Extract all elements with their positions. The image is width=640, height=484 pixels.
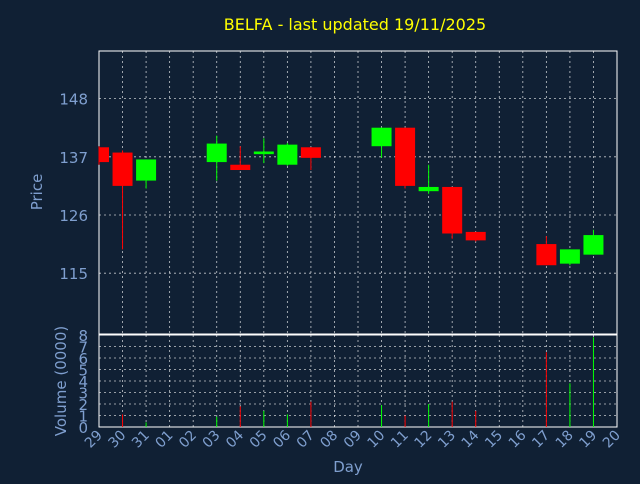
candle-body [559,249,580,264]
price-tick-label: 148 [59,91,88,109]
day-tick-label: 14 [459,427,483,451]
price-tick-label: 115 [59,265,88,283]
candle-body [206,143,227,163]
candle-body [112,152,133,186]
day-tick-label: 05 [247,428,271,452]
day-tick-label: 19 [576,428,600,452]
chart-title: BELFA - last updated 19/11/2025 [224,15,486,34]
day-tick-label: 12 [412,428,436,452]
volume-tick-label: 4 [78,373,88,391]
candle-body [99,147,109,163]
day-tick-label: 06 [270,427,294,451]
candle-body [442,186,463,234]
day-tick-label: 17 [529,428,553,452]
volume-tick-label: 0 [78,419,88,437]
candle-body [136,159,157,181]
day-tick-label: 13 [435,428,459,452]
price-axis-label: Price [28,174,46,211]
volume-tick-label: 1 [78,408,88,426]
day-tick-label: 07 [294,428,318,452]
volume-tick-label: 5 [78,362,88,380]
candle-body [583,235,604,255]
volume-axis-label: Volume (0000) [52,326,70,436]
day-tick-label: 10 [364,428,388,452]
candle-body [371,127,392,147]
day-tick-label: 15 [482,428,506,452]
volume-tick-label: 2 [78,396,88,414]
day-tick-label: 11 [388,428,412,452]
candle-body [395,127,416,186]
volume-tick-label: 8 [78,327,88,345]
candle-body [277,144,298,165]
volume-tick-label: 7 [78,339,88,357]
candle-body [465,231,486,241]
day-tick-label: 20 [600,428,624,452]
day-tick-label: 04 [223,427,247,451]
day-tick-label: 09 [341,428,365,452]
price-tick-label: 126 [59,207,88,225]
candle-body [300,147,321,158]
candle-body [418,186,439,192]
volume-tick-label: 3 [78,385,88,403]
day-tick-label: 02 [176,428,200,452]
day-tick-label: 31 [129,428,153,452]
day-tick-label: 03 [200,428,224,452]
day-tick-label: 08 [317,428,341,452]
price-tick-label: 137 [59,149,88,167]
day-tick-label: 01 [153,428,177,452]
day-tick-label: 30 [105,428,129,452]
candle-body [253,151,274,155]
day-tick-label: 18 [553,428,577,452]
day-axis-label: Day [333,458,363,476]
volume-tick-label: 6 [78,350,88,368]
day-tick-label: 16 [506,427,530,451]
candle-body [230,164,251,171]
candle-body [536,244,557,266]
